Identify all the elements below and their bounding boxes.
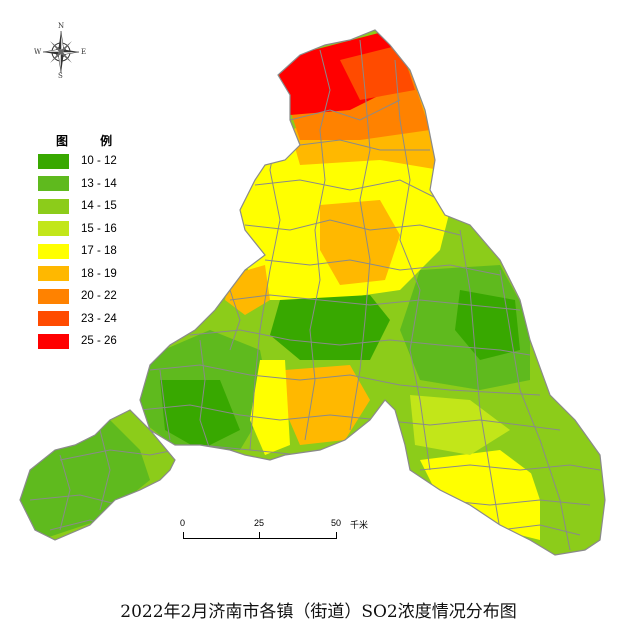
- legend-label: 23 - 24: [81, 312, 117, 325]
- legend-item: 14 - 15: [38, 195, 158, 218]
- legend-swatch: [38, 288, 69, 304]
- scale-mark-25: [259, 532, 260, 539]
- compass-rose-icon: [42, 30, 80, 74]
- scale-tick-50: 50: [331, 518, 342, 528]
- legend-swatch: [38, 266, 69, 282]
- map-title: 2022年2月济南市各镇（街道）SO2浓度情况分布图: [120, 602, 517, 622]
- legend-label: 20 - 22: [81, 290, 117, 303]
- compass-west: W: [34, 48, 42, 56]
- legend-label: 14 - 15: [81, 200, 117, 213]
- legend-label: 25 - 26: [81, 335, 117, 348]
- compass-rose: N S E W: [34, 22, 87, 80]
- legend-swatch: [38, 221, 69, 237]
- legend-item: 20 - 22: [38, 285, 158, 308]
- legend-item: 13 - 14: [38, 173, 158, 196]
- legend-item: 25 - 26: [38, 330, 158, 353]
- legend-swatch: [38, 176, 69, 192]
- legend-item: 23 - 24: [38, 308, 158, 331]
- legend-item: 18 - 19: [38, 263, 158, 286]
- legend-swatch: [38, 243, 69, 259]
- scale-unit: 千米: [350, 520, 369, 530]
- legend-label: 17 - 18: [81, 245, 117, 258]
- legend-swatch: [38, 311, 69, 327]
- legend-label: 15 - 16: [81, 222, 117, 235]
- legend-swatch: [38, 198, 69, 214]
- legend-swatch: [38, 333, 69, 349]
- legend-label: 13 - 14: [81, 177, 117, 190]
- legend-item: 10 - 12: [38, 150, 158, 173]
- legend-label: 10 - 12: [81, 155, 117, 168]
- compass-south: S: [58, 72, 63, 80]
- scale-bar: 0 25 50 千米: [178, 518, 378, 548]
- legend-item: 17 - 18: [38, 240, 158, 263]
- compass-north: N: [58, 22, 65, 30]
- legend-item: 15 - 16: [38, 218, 158, 241]
- compass-east: E: [81, 48, 87, 56]
- scale-mark-0: [183, 532, 184, 539]
- scale-tick-0: 0: [180, 518, 186, 528]
- legend: 图 例 10 - 12 13 - 14 14 - 15 15 - 16 17 - 18 1…: [38, 132, 158, 353]
- legend-label: 18 - 19: [81, 267, 117, 280]
- legend-swatch: [38, 153, 69, 169]
- scale-tick-25: 25: [254, 518, 265, 528]
- legend-title: 图 例: [56, 134, 127, 148]
- scale-mark-50: [336, 532, 337, 539]
